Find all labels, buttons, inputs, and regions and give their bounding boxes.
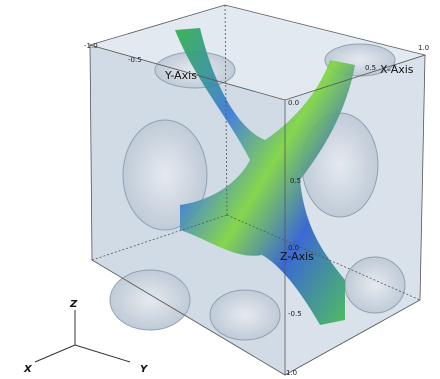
triad-x: X — [23, 364, 33, 375]
y-tick: 0.0 — [288, 99, 299, 107]
triad-y: Y — [140, 364, 149, 375]
x-tick: 1.0 — [418, 44, 429, 52]
y-axis-label: Y-Axis — [164, 69, 197, 82]
x-tick: 0.5 — [365, 64, 376, 72]
y-tick: -1.0 — [84, 42, 98, 50]
y-tick: -0.5 — [128, 56, 142, 64]
z-tick: -0.5 — [288, 310, 302, 318]
x-axis-label: X-Axis — [380, 63, 414, 76]
viewport: -1.0 -0.5 Y-Axis 0.0 0.5 X-Axis 1.0 0.5 … — [0, 0, 440, 379]
triad-z: Z — [69, 299, 78, 310]
z-tick: 1.0 — [286, 369, 297, 377]
orientation-triad — [35, 310, 130, 362]
z-tick: 0.5 — [290, 177, 301, 185]
page: {"axes": {"y": {"label": "Y-Axis", "tick… — [0, 0, 440, 379]
z-axis-label: Z-Axis — [280, 250, 314, 263]
